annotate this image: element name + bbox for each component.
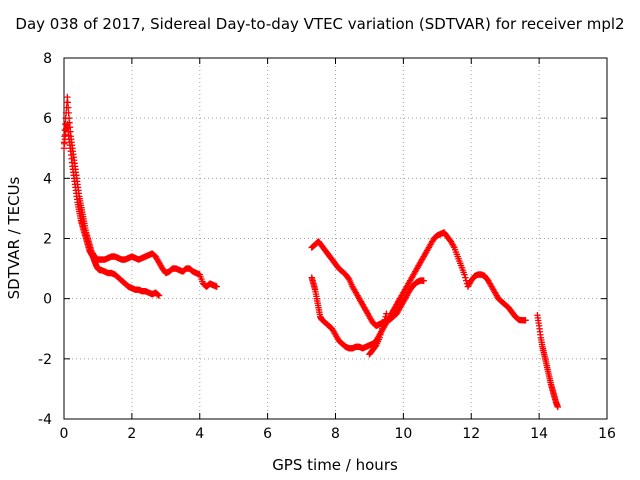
y-tick-label: 8 (43, 51, 52, 67)
y-tick-label: 4 (43, 171, 52, 187)
data-point (377, 331, 384, 338)
data-point (381, 316, 388, 323)
data-point (461, 271, 468, 278)
data-point (462, 274, 469, 281)
x-axis-label: GPS time / hours (272, 456, 398, 474)
data-point (382, 313, 389, 320)
x-tick-label: 16 (598, 426, 616, 442)
data-markers (60, 93, 561, 411)
data-point (380, 319, 388, 326)
tick-labels: 0 2 4 6 8 10 12 14 16 -4 -2 0 2 4 6 8 (38, 51, 616, 442)
x-tick-label: 4 (195, 426, 204, 442)
series-segment-1-upper (60, 93, 220, 290)
x-tick-label: 2 (127, 426, 136, 442)
y-tick-label: 6 (43, 111, 52, 127)
chart-title: Day 038 of 2017, Sidereal Day-to-day VTE… (15, 15, 624, 33)
data-point (376, 334, 383, 341)
series-segment-3 (534, 312, 561, 411)
x-tick-label: 12 (462, 426, 480, 442)
data-point (554, 403, 561, 411)
series-segment-1-lower (60, 120, 163, 299)
data-point (378, 325, 386, 332)
data-point (383, 310, 390, 317)
x-tick-label: 8 (331, 426, 340, 442)
x-tick-label: 10 (394, 426, 412, 442)
data-point (213, 283, 220, 290)
x-tick-label: 6 (263, 426, 272, 442)
x-tick-label: 14 (530, 426, 548, 442)
y-axis-label: SDTVAR / TECUs (5, 176, 23, 299)
series-segment-2-first (308, 229, 529, 352)
data-point (420, 277, 427, 284)
series-segment-2-third (366, 310, 390, 358)
grid (64, 58, 607, 419)
y-tick-label: -2 (38, 352, 52, 368)
data-point (378, 328, 385, 335)
y-tick-label: 0 (43, 292, 52, 308)
y-tick-label: -4 (38, 412, 52, 428)
y-tick-label: 2 (43, 232, 52, 248)
data-point (522, 317, 529, 324)
data-point (155, 292, 163, 299)
x-tick-label: 0 (60, 426, 69, 442)
data-point (379, 322, 387, 329)
data-point (154, 291, 162, 299)
